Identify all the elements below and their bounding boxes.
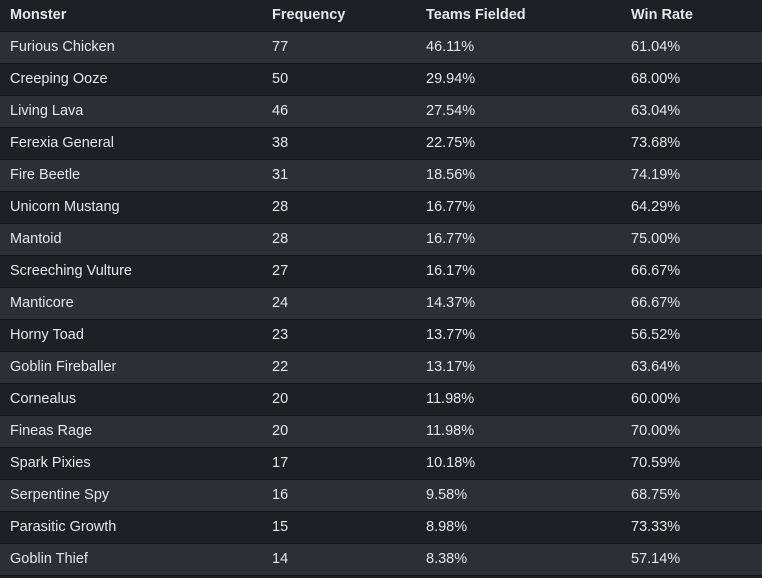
table-cell: 61.04% xyxy=(631,39,681,55)
table-cell: 28 xyxy=(272,199,289,215)
table-row: Living Lava 46 27.54% 63.04% xyxy=(0,96,762,128)
table-cell: 8.38% xyxy=(426,551,468,567)
table-row: Manticore 24 14.37% 66.67% xyxy=(0,288,762,320)
table-cell: Screeching Vulture xyxy=(10,263,132,279)
table-cell: 70.00% xyxy=(631,423,681,439)
table-cell: 46 xyxy=(272,103,289,119)
column-header: Frequency xyxy=(272,7,346,23)
table-cell: Goblin Thief xyxy=(10,551,88,567)
table-row: Cornealus 20 11.98% 60.00% xyxy=(0,384,762,416)
table-cell: 24 xyxy=(272,295,289,311)
table-cell: 13.77% xyxy=(426,327,476,343)
table-cell: 27.54% xyxy=(426,103,476,119)
table-cell: 74.19% xyxy=(631,167,681,183)
table-cell: Unicorn Mustang xyxy=(10,199,120,215)
column-header: Teams Fielded xyxy=(426,7,526,23)
table-cell: 73.68% xyxy=(631,135,681,151)
table-cell: 73.33% xyxy=(631,519,681,535)
table-cell: Cornealus xyxy=(10,391,77,407)
table-cell: Spark Pixies xyxy=(10,455,91,471)
table-row: Ferexia General 38 22.75% 73.68% xyxy=(0,128,762,160)
table-row: Serpentine Spy 16 9.58% 68.75% xyxy=(0,480,762,512)
table-row: Screeching Vulture 27 16.17% 66.67% xyxy=(0,256,762,288)
table-cell: 22 xyxy=(272,359,289,375)
table-cell: 9.58% xyxy=(426,487,468,503)
table-cell: 28 xyxy=(272,231,289,247)
table-cell: 64.29% xyxy=(631,199,681,215)
column-header: Monster xyxy=(10,7,67,23)
table-row: Parasitic Growth 15 8.98% 73.33% xyxy=(0,512,762,544)
table-cell: 46.11% xyxy=(426,39,475,55)
header-row: Monster Frequency Teams Fielded Win Rate xyxy=(0,0,762,32)
table-cell: Horny Toad xyxy=(10,327,84,343)
table-cell: 38 xyxy=(272,135,289,151)
table-cell: Living Lava xyxy=(10,103,84,119)
table-cell: Parasitic Growth xyxy=(10,519,117,535)
table-cell: Goblin Fireballer xyxy=(10,359,117,375)
table-cell: Fire Beetle xyxy=(10,167,81,183)
table-cell: 14.37% xyxy=(426,295,476,311)
table-cell: 20 xyxy=(272,391,289,407)
table-cell: 63.04% xyxy=(631,103,681,119)
table-cell: 14 xyxy=(272,551,289,567)
table-cell: 16 xyxy=(272,487,289,503)
table-cell: 16.17% xyxy=(426,263,476,279)
table-cell: 63.64% xyxy=(631,359,681,375)
table-cell: Manticore xyxy=(10,295,74,311)
table-cell: Fineas Rage xyxy=(10,423,93,439)
table-cell: 16.77% xyxy=(426,231,476,247)
table-cell: 10.18% xyxy=(426,455,476,471)
table-cell: 23 xyxy=(272,327,289,343)
table-cell: 77 xyxy=(272,39,289,55)
table-cell: 68.75% xyxy=(631,487,681,503)
table-cell: Mantoid xyxy=(10,231,62,247)
table-cell: 17 xyxy=(272,455,289,471)
table-row: Mantoid 28 16.77% 75.00% xyxy=(0,224,762,256)
table-cell: Serpentine Spy xyxy=(10,487,110,503)
table-cell: 66.67% xyxy=(631,295,681,311)
table-row: Horny Toad 23 13.77% 56.52% xyxy=(0,320,762,352)
table-cell: 70.59% xyxy=(631,455,681,471)
table-cell: 29.94% xyxy=(426,71,476,87)
table-cell: 20 xyxy=(272,423,289,439)
table-cell: 66.67% xyxy=(631,263,681,279)
table-cell: Ferexia General xyxy=(10,135,114,151)
table-cell: 68.00% xyxy=(631,71,681,87)
table-row: Spark Pixies 17 10.18% 70.59% xyxy=(0,448,762,480)
table-cell: 50 xyxy=(272,71,289,87)
table-cell: 27 xyxy=(272,263,289,279)
table-cell: 15 xyxy=(272,519,289,535)
table-row: Furious Chicken 77 46.11% 61.04% xyxy=(0,32,762,64)
table-cell: 18.56% xyxy=(426,167,476,183)
table-row: Creeping Ooze 50 29.94% 68.00% xyxy=(0,64,762,96)
table-cell: Creeping Ooze xyxy=(10,71,108,87)
table-cell: 13.17% xyxy=(426,359,476,375)
column-header: Win Rate xyxy=(631,7,693,23)
table-cell: 22.75% xyxy=(426,135,476,151)
table-cell: 16.77% xyxy=(426,199,476,215)
table-cell: 31 xyxy=(272,167,289,183)
table-row: Fire Beetle 31 18.56% 74.19% xyxy=(0,160,762,192)
table-cell: 60.00% xyxy=(631,391,681,407)
table-row: Goblin Fireballer 22 13.17% 63.64% xyxy=(0,352,762,384)
table-row: Unicorn Mustang 28 16.77% 64.29% xyxy=(0,192,762,224)
table-row: Goblin Thief 14 8.38% 57.14% xyxy=(0,544,762,576)
table-cell: 11.98% xyxy=(426,391,475,407)
table-cell: 75.00% xyxy=(631,231,681,247)
table-cell: 56.52% xyxy=(631,327,681,343)
table-cell: 57.14% xyxy=(631,551,681,567)
table-cell: 11.98% xyxy=(426,423,475,439)
table-cell: Furious Chicken xyxy=(10,39,115,55)
table-row: Fineas Rage 20 11.98% 70.00% xyxy=(0,416,762,448)
table-cell: 8.98% xyxy=(426,519,468,535)
